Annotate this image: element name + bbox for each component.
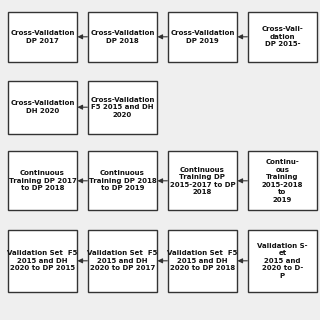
FancyBboxPatch shape [168,12,237,61]
FancyBboxPatch shape [88,151,157,211]
FancyBboxPatch shape [8,81,77,134]
FancyBboxPatch shape [8,230,77,292]
FancyBboxPatch shape [248,151,317,211]
Text: Validation Set  F5
2015 and DH
2020 to DP 2018: Validation Set F5 2015 and DH 2020 to DP… [167,250,237,271]
Text: Validation Set  F5
2015 and DH
2020 to DP 2015: Validation Set F5 2015 and DH 2020 to DP… [7,250,77,271]
Text: Cross-Validation
DP 2018: Cross-Validation DP 2018 [90,30,155,44]
FancyBboxPatch shape [88,81,157,134]
Text: Continuous
Training DP
2015-2017 to DP
2018: Continuous Training DP 2015-2017 to DP 2… [170,166,235,195]
Text: Validation Set  F5
2015 and DH
2020 to DP 2017: Validation Set F5 2015 and DH 2020 to DP… [87,250,157,271]
Text: Cross-Validation
DP 2017: Cross-Validation DP 2017 [10,30,75,44]
FancyBboxPatch shape [248,12,317,61]
FancyBboxPatch shape [88,12,157,61]
FancyBboxPatch shape [8,12,77,61]
FancyBboxPatch shape [88,230,157,292]
Text: Cross-Validation
DH 2020: Cross-Validation DH 2020 [10,100,75,114]
Text: Cross-Vali-
dation
DP 2015-: Cross-Vali- dation DP 2015- [261,26,303,47]
FancyBboxPatch shape [8,151,77,211]
FancyBboxPatch shape [248,230,317,292]
Text: Cross-Validation
F5 2015 and DH
2020: Cross-Validation F5 2015 and DH 2020 [90,97,155,118]
Text: Validation S-
et
2015 and
2020 to D-
P: Validation S- et 2015 and 2020 to D- P [257,243,308,279]
Text: Continuous
Training DP 2018
to DP 2019: Continuous Training DP 2018 to DP 2019 [89,170,156,191]
Text: Cross-Validation
DP 2019: Cross-Validation DP 2019 [170,30,235,44]
Text: Continu-
ous
Training
2015-2018
to
2019: Continu- ous Training 2015-2018 to 2019 [262,159,303,203]
Text: Continuous
Training DP 2017
to DP 2018: Continuous Training DP 2017 to DP 2018 [9,170,76,191]
FancyBboxPatch shape [168,230,237,292]
FancyBboxPatch shape [168,151,237,211]
